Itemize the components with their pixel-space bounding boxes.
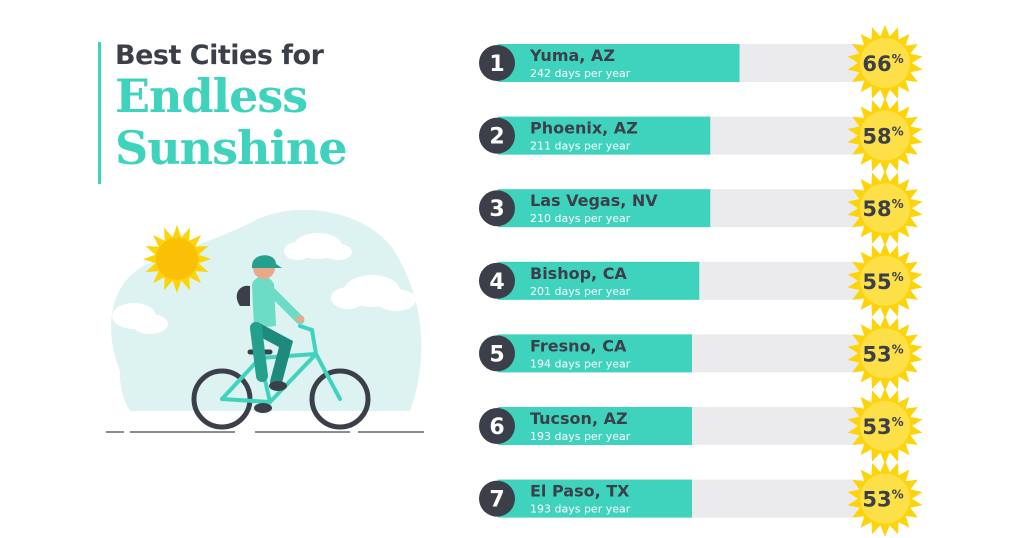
city-label: Yuma, AZ: [529, 46, 615, 65]
rank-label: 1: [489, 52, 504, 77]
rank-badge: [479, 117, 515, 154]
rank-label: 7: [489, 488, 504, 513]
sun-badge-core: [860, 38, 910, 88]
rank-label: 5: [489, 342, 504, 367]
cyclist-illustration: [106, 209, 424, 433]
bar: [498, 479, 692, 518]
sun-badge-core: [860, 110, 910, 161]
rank-label: 4: [489, 270, 504, 295]
bar: [498, 116, 711, 155]
bar: [498, 407, 692, 445]
days-label: 201 days per year: [530, 285, 631, 298]
sun-icon: [143, 225, 211, 293]
bar: [498, 334, 692, 373]
rank-badge: [479, 45, 515, 81]
sun-badge-core: [860, 401, 910, 451]
days-label: 242 days per year: [530, 67, 631, 80]
sun-badge-core: [860, 183, 910, 234]
rank-badge: [479, 480, 515, 517]
rank-badge: [479, 190, 515, 227]
rider: [236, 255, 305, 413]
city-label: El Paso, TX: [530, 482, 630, 501]
days-label: 193 days per year: [530, 503, 631, 516]
title-line-3: Sunshine: [115, 121, 348, 175]
cloud-icon: [112, 303, 168, 334]
city-label: Las Vegas, NV: [530, 191, 658, 210]
title-line-2: Endless: [115, 69, 308, 123]
sun-badge-core: [860, 328, 910, 379]
rank-badge: [479, 335, 515, 372]
days-label: 194 days per year: [530, 357, 631, 370]
city-label: Bishop, CA: [530, 264, 627, 283]
city-label: Fresno, CA: [530, 336, 627, 355]
bar: [498, 189, 711, 228]
title-block: Best Cities for Endless Sunshine: [98, 42, 418, 184]
sun-badge-core: [860, 473, 910, 524]
city-label: Tucson, AZ: [530, 409, 628, 428]
sun-badge-core: [860, 255, 910, 306]
title-line-1: Best Cities for: [115, 40, 324, 71]
bar: [498, 261, 700, 300]
rank-label: 2: [489, 125, 504, 150]
rank-badge: [479, 408, 515, 444]
rank-label: 3: [489, 197, 504, 222]
days-label: 210 days per year: [530, 212, 631, 225]
rank-badge: [479, 262, 515, 299]
cloud-icon: [284, 233, 352, 260]
rank-label: 6: [489, 415, 504, 440]
city-label: Phoenix, AZ: [530, 119, 638, 138]
days-label: 193 days per year: [530, 430, 631, 443]
bar: [498, 44, 740, 82]
days-label: 211 days per year: [530, 140, 631, 153]
cloud-icon: [331, 275, 416, 311]
